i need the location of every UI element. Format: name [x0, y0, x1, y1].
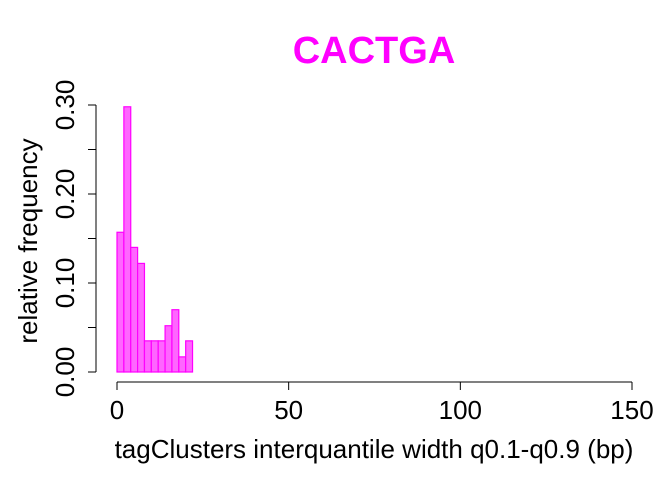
histogram-bar: [130, 246, 139, 373]
y-axis-label: relative frequency: [13, 138, 43, 343]
histogram-bar: [185, 340, 194, 373]
histogram-bar: [116, 231, 125, 373]
histogram-bar: [150, 340, 159, 373]
y-tick-label: 0.00: [50, 347, 80, 398]
histogram-bar: [143, 340, 152, 373]
bars-layer: [116, 106, 194, 373]
y-tick-label: 0.10: [50, 258, 80, 309]
histogram-bar: [123, 106, 132, 373]
histogram-bar: [171, 309, 180, 373]
histogram-bar: [137, 262, 146, 373]
x-tick-label: 150: [610, 395, 653, 425]
x-axis-label: tagClusters interquantile width q0.1-q0.…: [115, 434, 634, 464]
x-axis: 0 50 100 150: [110, 381, 654, 425]
histogram-bar: [157, 340, 166, 373]
y-axis: 0.00 0.10 0.20 0.30: [50, 80, 97, 398]
x-tick-label: 50: [274, 395, 303, 425]
histogram-bar: [178, 356, 187, 373]
histogram-bar: [164, 325, 173, 373]
x-tick-label: 0: [110, 395, 124, 425]
y-tick-label: 0.20: [50, 169, 80, 220]
chart-title: CACTGA: [293, 30, 456, 72]
y-tick-label: 0.30: [50, 80, 80, 131]
x-tick-label: 100: [439, 395, 482, 425]
